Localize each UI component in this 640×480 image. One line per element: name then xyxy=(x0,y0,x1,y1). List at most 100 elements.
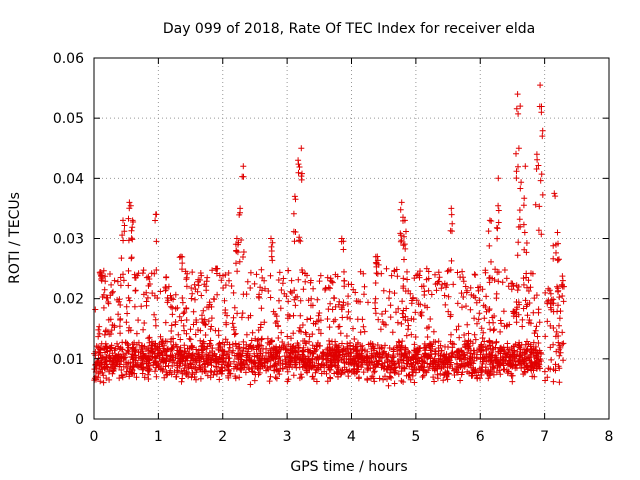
data-point xyxy=(442,343,448,350)
data-point xyxy=(188,285,195,291)
data-point xyxy=(181,342,188,349)
data-point xyxy=(503,275,510,282)
data-point xyxy=(153,267,160,273)
data-point xyxy=(234,268,241,275)
data-point xyxy=(372,253,379,260)
data-point xyxy=(403,332,410,339)
data-point xyxy=(233,260,239,267)
data-point xyxy=(216,376,223,383)
data-point xyxy=(486,342,493,349)
data-point xyxy=(254,342,261,349)
data-point xyxy=(265,288,272,294)
data-point xyxy=(364,366,371,373)
data-point xyxy=(258,336,265,343)
data-point xyxy=(222,307,229,313)
data-point xyxy=(273,313,280,320)
data-point xyxy=(521,195,528,202)
data-point xyxy=(531,295,538,302)
data-point xyxy=(210,295,217,302)
data-point xyxy=(389,329,396,336)
data-point xyxy=(222,271,229,278)
data-point xyxy=(287,288,294,295)
data-point xyxy=(442,301,449,308)
data-point xyxy=(152,316,159,323)
data-point xyxy=(121,222,128,229)
data-point xyxy=(418,283,425,290)
data-point xyxy=(278,329,285,336)
data-point xyxy=(201,340,207,347)
data-point xyxy=(98,276,105,282)
data-point xyxy=(350,325,356,332)
data-point xyxy=(525,288,532,294)
data-point xyxy=(240,249,247,255)
data-point xyxy=(224,312,230,319)
data-point xyxy=(117,330,124,337)
data-point xyxy=(140,364,147,370)
data-point xyxy=(273,375,280,382)
data-point xyxy=(167,367,174,374)
data-point xyxy=(292,302,299,309)
data-point xyxy=(509,357,516,364)
data-point xyxy=(117,302,124,308)
data-point xyxy=(251,280,258,287)
data-point xyxy=(557,349,564,356)
data-point xyxy=(233,343,240,350)
data-point xyxy=(129,341,136,348)
data-point xyxy=(116,296,123,303)
data-point xyxy=(391,267,398,274)
data-point xyxy=(263,367,270,374)
data-point xyxy=(513,175,520,182)
data-point xyxy=(290,330,297,337)
data-point xyxy=(489,352,496,359)
data-point xyxy=(513,105,520,112)
data-point xyxy=(125,294,132,301)
data-point xyxy=(278,287,285,293)
data-point xyxy=(275,277,282,283)
data-point xyxy=(275,335,282,341)
data-point xyxy=(251,359,258,366)
data-point xyxy=(344,301,351,307)
x-axis-label: GPS time / hours xyxy=(290,459,407,475)
data-point xyxy=(423,276,430,283)
data-point xyxy=(310,320,317,327)
data-point xyxy=(347,346,354,353)
data-point xyxy=(419,374,426,380)
data-point xyxy=(225,348,232,355)
data-point xyxy=(95,374,102,381)
data-point xyxy=(276,269,283,276)
data-point xyxy=(221,297,228,304)
data-point xyxy=(450,281,457,288)
data-point xyxy=(312,369,319,376)
data-point xyxy=(254,352,261,359)
data-point xyxy=(188,374,195,381)
data-point xyxy=(203,283,210,290)
data-point xyxy=(231,358,237,365)
data-point xyxy=(324,378,331,385)
data-point xyxy=(478,325,485,332)
data-point xyxy=(503,351,510,358)
data-point xyxy=(188,343,195,349)
data-point xyxy=(403,228,409,235)
data-point xyxy=(421,344,427,351)
data-point xyxy=(257,321,264,328)
data-point xyxy=(130,356,137,363)
data-point xyxy=(535,306,542,313)
data-point xyxy=(371,368,378,375)
data-point xyxy=(327,275,334,282)
data-point xyxy=(152,340,159,347)
data-point xyxy=(268,235,274,242)
data-point xyxy=(361,283,368,290)
data-point xyxy=(162,348,169,355)
data-point xyxy=(306,366,313,373)
data-point xyxy=(517,223,524,230)
data-point xyxy=(542,333,549,340)
data-point xyxy=(344,314,351,321)
data-point xyxy=(207,326,214,333)
data-point xyxy=(153,238,160,245)
data-point xyxy=(538,171,545,178)
data-point xyxy=(305,297,312,304)
data-point xyxy=(145,367,152,374)
data-point xyxy=(513,168,520,175)
x-tick-label: 5 xyxy=(411,429,420,445)
data-point xyxy=(177,360,184,367)
